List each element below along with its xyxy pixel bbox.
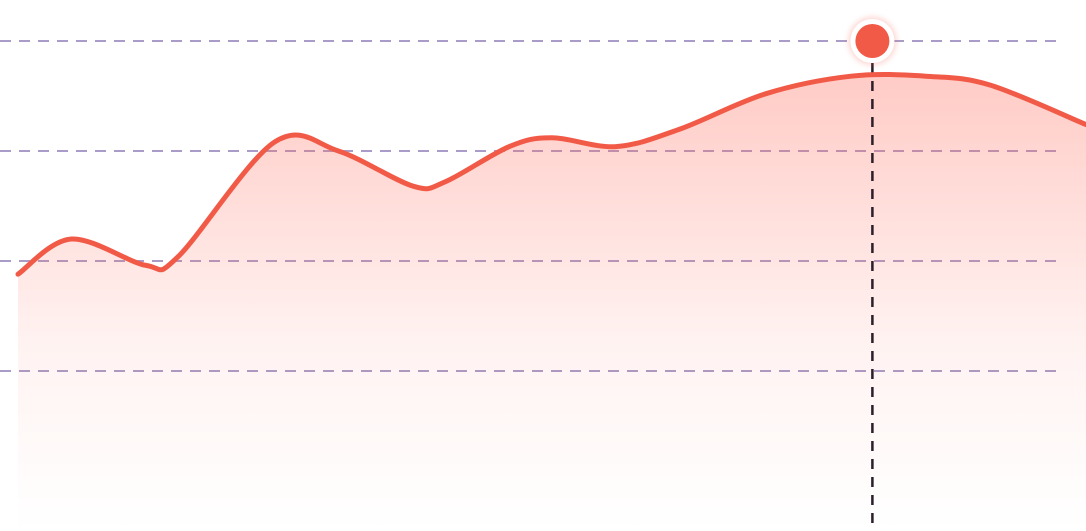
series-line-group [15,72,1086,277]
series-line [15,72,1086,277]
highlight-dot[interactable] [855,24,890,58]
series-area-fill [18,74,1086,531]
series-area [18,63,1086,531]
highlight-marker [848,17,897,65]
